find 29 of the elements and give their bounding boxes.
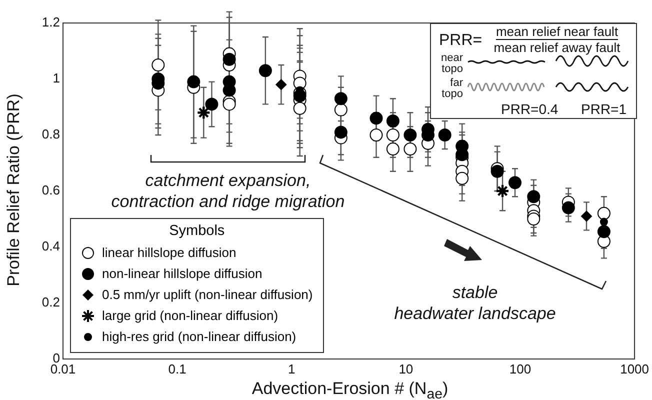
y-axis-title: Profile Relief Ratio (PRR) [4,94,24,286]
x-tick-label: 10 [398,361,414,376]
annotation: PRR=0.4 [501,101,558,117]
x-tick-label: 0.1 [168,361,186,376]
legend-label: 0.5 mm/yr uplift (non-linear diffusion) [102,287,313,302]
annotation: PRR= [439,32,482,50]
annotation: mean relief away fault [494,40,620,55]
y-tick-label: 0.6 [42,182,60,198]
x-tick-label: 1000 [620,361,649,376]
x-axis-title: Advection-Erosion # (N$_{ae}$) [252,379,448,400]
annotation: far topo [440,77,463,100]
y-tick-label: 0.4 [42,238,60,254]
legend-label: non-linear hillslope diffusion [102,266,262,281]
annotation: stable headwater landscape [394,282,556,324]
legend-label: linear hillslope diffusion [102,245,236,260]
annotation: mean relief near fault [496,24,618,40]
annotation: catchment expansion, contraction and ridge migration [111,170,345,212]
y-tick-label: 1.2 [42,14,60,30]
legend-label: high-res grid (non-linear diffusion) [102,329,296,344]
y-tick-label: 0.8 [42,126,60,142]
x-tick-label: 1 [288,361,296,376]
y-tick-label: 0.2 [42,294,60,310]
annotation: PRR=1 [581,101,627,117]
legend-title: Symbols [168,223,226,239]
y-tick-label: 1 [52,70,60,86]
x-tick-label: 100 [509,361,532,376]
y-tick-label: 0 [52,350,60,366]
legend-label: large grid (non-linear diffusion) [102,308,278,323]
annotation: near topo [440,52,463,75]
